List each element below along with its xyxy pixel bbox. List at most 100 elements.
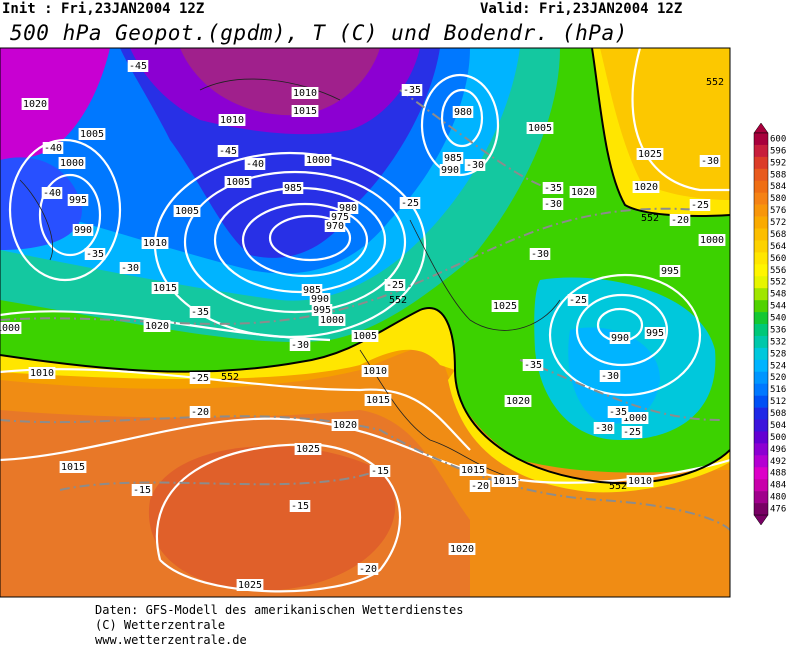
isobar-label-box: [452, 106, 474, 118]
temperature-label: -30: [121, 263, 139, 274]
isobar-label-box: [28, 367, 56, 379]
map-labels: 1020 1005 1000 995 990 1010 1010 1015 1005 1000 98…: [0, 60, 726, 591]
temperature-label: -35: [524, 360, 542, 371]
isobar-label-box: [311, 304, 333, 316]
colorbar-label: 580: [770, 194, 786, 204]
isobar-label: 1025: [296, 444, 320, 455]
isobar-label: 1005: [226, 177, 250, 188]
isobar-label-box: [282, 182, 304, 194]
colorbar-label: 492: [770, 457, 786, 467]
map-frame: [0, 47, 731, 598]
colorbar-swatch: [754, 288, 768, 301]
isobar-label: 1010: [628, 476, 652, 487]
colorbar-label: 552: [770, 278, 786, 288]
isobar-label: 1025: [238, 580, 262, 591]
temperature-label-box: [599, 370, 621, 382]
colorbar-swatch: [754, 276, 768, 289]
isobar-label: 995: [69, 195, 87, 206]
colorbar-label: 596: [770, 146, 786, 156]
isobar-label-box: [526, 122, 554, 134]
isobar-label-box: [58, 157, 86, 169]
isobar-label-box: [0, 322, 22, 334]
isobar-label-box: [698, 234, 726, 246]
isobar-label: 995: [661, 266, 679, 277]
colorbar-label: 488: [770, 469, 786, 479]
colorbar-swatch: [754, 455, 768, 468]
isobar-label-box: [636, 148, 664, 160]
temperature-label-box: [189, 406, 211, 418]
temperature-label-box: [189, 306, 211, 318]
colorbar-swatch: [754, 503, 768, 516]
colorbar-label: 520: [770, 373, 786, 383]
temperature-label-box: [357, 563, 379, 575]
isobar-label: 990: [74, 225, 92, 236]
isobar-label-box: [218, 114, 246, 126]
temperature-label-box: [127, 60, 149, 72]
colorbar-label: 560: [770, 254, 786, 264]
temperature-label-box: [42, 142, 64, 154]
isobar-label: 975: [331, 212, 349, 223]
colorbar-swatch: [754, 216, 768, 229]
isobar-label: 1000: [0, 323, 20, 334]
colorbar-label: 588: [770, 170, 786, 180]
colorbar-label: 600: [770, 134, 786, 144]
temperature-label: -20: [671, 215, 689, 226]
temperature-label: -35: [609, 407, 627, 418]
colorbar-swatch: [754, 407, 768, 420]
temperature-label: -35: [191, 307, 209, 318]
temperature-label: -40: [43, 188, 61, 199]
colorbar-swatch: [754, 192, 768, 205]
isobar-label: 1015: [493, 476, 517, 487]
temperature-label-box: [689, 199, 711, 211]
isobar-label: 985: [444, 153, 462, 164]
isobar-label: 970: [326, 221, 344, 232]
init-time: Init : Fri,23JAN2004 12Z: [2, 1, 204, 17]
isobar-label: 1000: [623, 413, 647, 424]
colorbar-label: 556: [770, 266, 786, 276]
temperature-label: -45: [219, 146, 237, 157]
isobar-label-box: [491, 475, 519, 487]
colorbar-label: 484: [770, 481, 786, 491]
temperature-label: -20: [471, 481, 489, 492]
colorbar-cap-bottom: [753, 514, 769, 526]
height-label: 552: [706, 77, 724, 88]
isobar-label-box: [151, 282, 179, 294]
temperature-label-box: [621, 426, 643, 438]
temperature-label: -30: [531, 249, 549, 260]
isobar-label: 1020: [145, 321, 169, 332]
isobar-label-box: [173, 205, 201, 217]
isobar-label: 1000: [60, 158, 84, 169]
isobar-label: 980: [339, 203, 357, 214]
colorbar-swatch: [754, 312, 768, 325]
isobar-label: 985: [303, 285, 321, 296]
isobar-label-box: [442, 152, 464, 164]
colorbar-label: 564: [770, 242, 786, 252]
isobar-label: 1015: [61, 462, 85, 473]
temperature-label-box: [369, 465, 391, 477]
colorbar-swatch: [754, 228, 768, 241]
colorbar-label: 508: [770, 409, 786, 419]
isobar-label: 1025: [638, 149, 662, 160]
colorbar-label: 480: [770, 493, 786, 503]
isobar-label: 1015: [461, 465, 485, 476]
colorbar-swatch: [754, 300, 768, 313]
isobar-label-box: [309, 293, 331, 305]
colorbar-cap-top: [753, 122, 769, 134]
colorbar-swatch: [754, 144, 768, 158]
temperature-label-box: [464, 159, 486, 171]
temperature-label: -20: [191, 407, 209, 418]
temperature-label-box: [189, 372, 211, 384]
isobar-label: 1010: [143, 238, 167, 249]
isobar-label: 990: [611, 333, 629, 344]
temperature-label: -15: [133, 485, 151, 496]
isobar-label-box: [59, 461, 87, 473]
isobar-label: 1005: [528, 123, 552, 134]
isobar-label: 1020: [23, 99, 47, 110]
isobar-label: 1005: [175, 206, 199, 217]
isobar-label-box: [67, 194, 89, 206]
isobar-label-box: [236, 579, 264, 591]
isobar-label: 1015: [293, 106, 317, 117]
colorbar-swatch: [754, 419, 768, 432]
temperature-label: -25: [191, 373, 209, 384]
isobar-label: 1015: [153, 283, 177, 294]
